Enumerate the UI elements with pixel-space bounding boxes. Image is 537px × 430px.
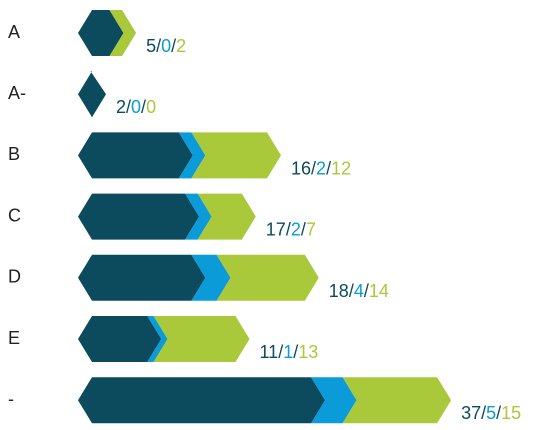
separator: / xyxy=(326,158,331,178)
separator: / xyxy=(156,36,161,56)
value-text: 4 xyxy=(354,281,364,301)
bar-segment xyxy=(78,377,326,424)
value-text: 18 xyxy=(329,281,349,301)
bar-segment xyxy=(191,254,231,301)
value-text: 2 xyxy=(176,36,186,56)
value-text: 7 xyxy=(306,219,316,239)
value-text: 13 xyxy=(298,342,318,362)
bar-segment xyxy=(216,254,319,301)
separator: / xyxy=(311,158,316,178)
value-text: 0 xyxy=(146,97,156,117)
value-text: 17 xyxy=(266,219,286,239)
value-text: 11 xyxy=(260,342,279,362)
separator: / xyxy=(126,97,131,117)
separator: / xyxy=(278,342,283,362)
separator: / xyxy=(286,219,291,239)
value-text: 1 xyxy=(283,342,293,362)
separator: / xyxy=(301,219,306,239)
category-label: - xyxy=(8,389,14,409)
value-label: 16/2/12 xyxy=(291,158,351,178)
bar-segment xyxy=(78,10,124,56)
value-label: 17/2/7 xyxy=(266,219,316,239)
bar-segment xyxy=(191,132,281,179)
category-label: A xyxy=(8,22,20,42)
separator: / xyxy=(481,403,486,423)
bar-segment xyxy=(109,10,137,56)
bar-segment xyxy=(78,71,106,118)
category-label: C xyxy=(8,205,21,225)
value-label: 5/0/2 xyxy=(146,36,186,56)
category-label: A- xyxy=(8,83,26,103)
value-label: 11/1/13 xyxy=(260,342,319,362)
bar-segment xyxy=(78,132,193,179)
value-text: 12 xyxy=(331,158,351,178)
bar-segment xyxy=(78,316,162,362)
value-text: 5 xyxy=(486,403,496,423)
value-text: 15 xyxy=(501,403,521,423)
bar-segment xyxy=(78,254,206,301)
value-text: 2 xyxy=(291,219,301,239)
bar-segment xyxy=(185,193,212,240)
value-text: 2 xyxy=(316,158,326,178)
bar-segment xyxy=(178,132,206,179)
separator: / xyxy=(293,342,298,362)
separator: / xyxy=(349,281,354,301)
separator: / xyxy=(141,97,146,117)
value-text: 16 xyxy=(291,158,311,178)
bar-segment xyxy=(197,193,256,240)
separator: / xyxy=(496,403,501,423)
bar-segment xyxy=(342,377,452,424)
category-label: B xyxy=(8,144,20,164)
value-text: 5 xyxy=(146,36,156,56)
category-label: E xyxy=(8,328,20,348)
bar-segment xyxy=(153,316,250,362)
category-label: D xyxy=(8,267,21,287)
value-text: 14 xyxy=(369,281,389,301)
value-text: 37 xyxy=(461,403,481,423)
value-label: 2/0/0 xyxy=(116,97,156,117)
value-text: 0 xyxy=(131,97,141,117)
bar-segment xyxy=(311,377,357,424)
bar-segment xyxy=(147,316,168,362)
separator: / xyxy=(171,36,176,56)
value-label: 37/5/15 xyxy=(461,403,521,423)
value-label: 18/4/14 xyxy=(329,281,389,301)
separator: / xyxy=(364,281,369,301)
value-text: 2 xyxy=(116,97,126,117)
bar-segment xyxy=(78,193,200,240)
value-text: 0 xyxy=(161,36,171,56)
